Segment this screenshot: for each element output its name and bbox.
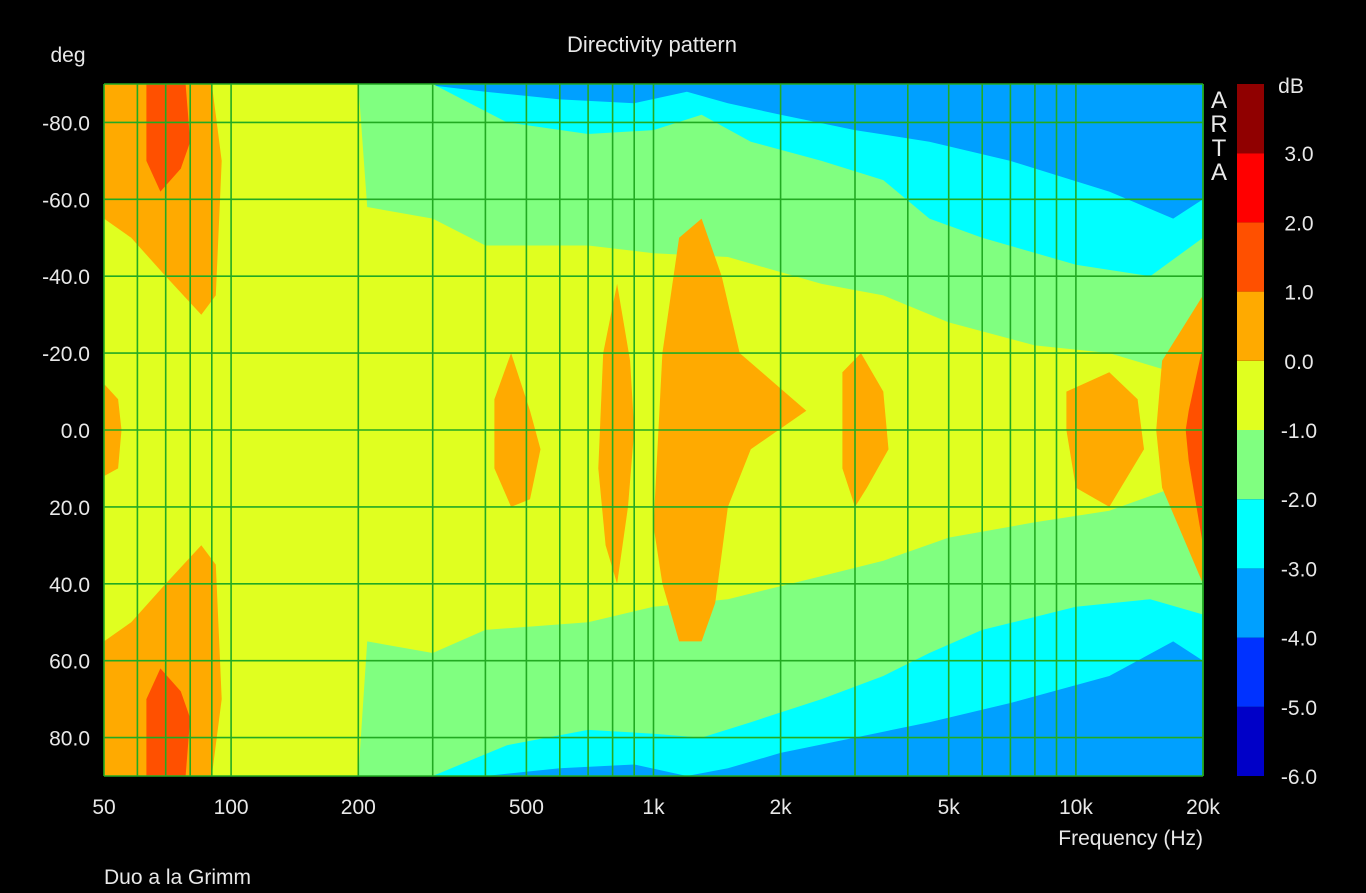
x-tick-label: 500 (509, 796, 544, 819)
colorbar-band (1237, 499, 1264, 569)
colorbar-tick-label: 2.0 (1284, 212, 1313, 235)
grid-lines (103, 83, 1204, 777)
colorbar-band (1237, 222, 1264, 292)
colorbar-band (1237, 706, 1264, 776)
x-tick-label: 1k (642, 796, 665, 819)
contour-region-11 (1066, 372, 1144, 507)
brand-letter: R (1210, 111, 1227, 138)
colorbar-band (1237, 360, 1264, 430)
colorbar-band (1237, 84, 1264, 154)
y-tick-label: 80.0 (49, 728, 90, 751)
x-tick-label: 10k (1059, 796, 1093, 819)
x-tick-label: 2k (770, 796, 793, 819)
colorbar-band (1237, 291, 1264, 361)
contour-region-13 (146, 84, 191, 192)
y-tick-label: -40.0 (42, 266, 90, 289)
y-tick-label: 0.0 (61, 420, 90, 443)
x-tick-label: 100 (214, 796, 249, 819)
colorbar-tick-label: 1.0 (1284, 282, 1313, 305)
y-axis-label: deg (50, 44, 85, 67)
brand-letter: T (1212, 135, 1227, 162)
colorbar-tick-label: 0.0 (1284, 351, 1313, 374)
y-tick-label: -60.0 (42, 189, 90, 212)
colorbar-tick-label: -2.0 (1281, 489, 1317, 512)
y-tick-label: -80.0 (42, 112, 90, 135)
y-tick-label: 20.0 (49, 497, 90, 520)
contour-region-15 (1185, 345, 1203, 546)
brand-letter: A (1211, 159, 1227, 186)
colorbar-tick-label: -5.0 (1281, 697, 1317, 720)
y-tick-label: 40.0 (49, 574, 90, 597)
colorbar-label: dB (1278, 75, 1304, 98)
colorbar-tick-label: -6.0 (1281, 766, 1317, 789)
brand-letter: A (1211, 87, 1227, 114)
contour-region-14 (146, 668, 191, 776)
contour-region-12 (1156, 295, 1203, 584)
colorbar-tick-label: -1.0 (1281, 420, 1317, 443)
y-tick-label: 60.0 (49, 651, 90, 674)
colorbar-band (1237, 568, 1264, 638)
x-tick-label: 20k (1186, 796, 1220, 819)
x-tick-label: 200 (341, 796, 376, 819)
x-tick-label: 50 (92, 796, 115, 819)
colorbar (1237, 84, 1264, 776)
contour-region-8 (598, 283, 635, 584)
x-tick-label: 5k (938, 796, 961, 819)
colorbar-tick-label: -3.0 (1281, 558, 1317, 581)
y-tick-label: -20.0 (42, 343, 90, 366)
colorbar-band (1237, 637, 1264, 707)
chart-title: Directivity pattern (567, 32, 737, 57)
colorbar-band (1237, 430, 1264, 500)
colorbar-tick-label: 3.0 (1284, 143, 1313, 166)
x-axis-label: Frequency (Hz) (1058, 827, 1203, 850)
colorbar-tick-label: -4.0 (1281, 628, 1317, 651)
footer-label: Duo a la Grimm (104, 866, 251, 889)
y-tick-labels: -80.0 -60.0 -40.0 -20.0 0.0 20.0 40.0 60.0 80.0 (42, 112, 90, 750)
x-tick-labels: 50 100 200 500 1k 2k 5k 10k 20k (92, 796, 1220, 819)
colorbar-tick-labels: -6.0 -5.0 -4.0 -3.0 -2.0 -1.0 0.0 1.0 2.0 3.0 (1281, 143, 1317, 789)
colorbar-band (1237, 153, 1264, 223)
